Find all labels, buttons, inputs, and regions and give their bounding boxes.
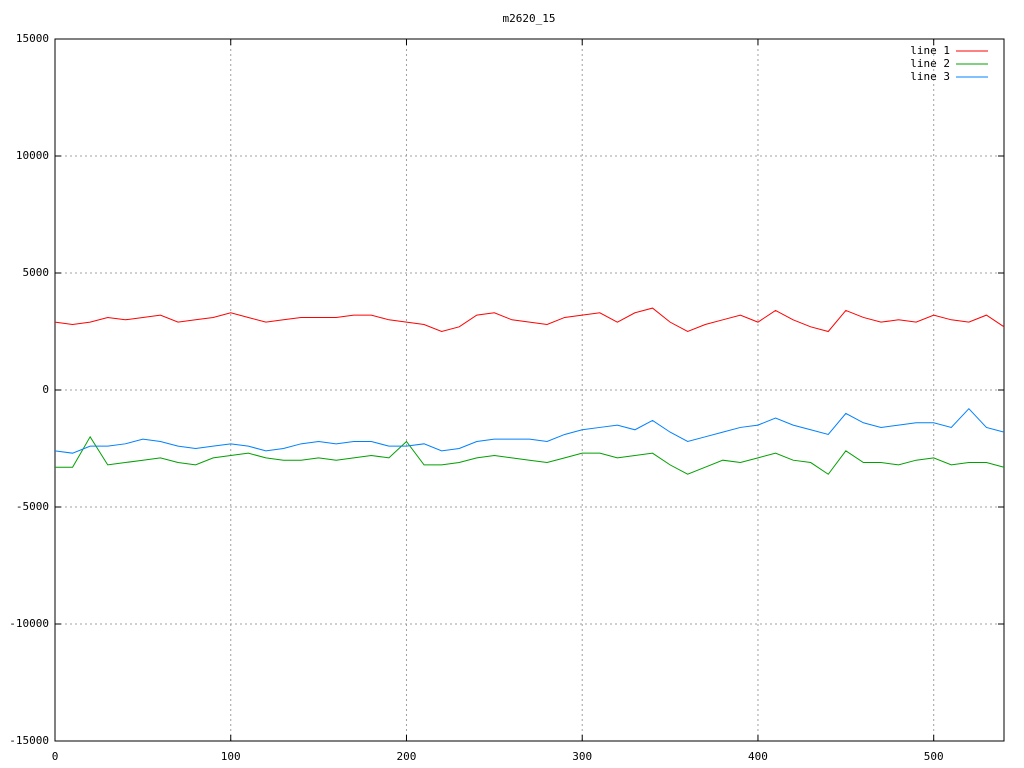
legend-label: line 3 bbox=[910, 70, 950, 83]
series-line bbox=[55, 435, 1005, 475]
y-tick-label: -10000 bbox=[9, 617, 49, 630]
y-tick-label: 5000 bbox=[23, 266, 50, 279]
x-tick-label: 100 bbox=[221, 750, 241, 763]
legend-label: line 2 bbox=[910, 57, 950, 70]
x-tick-label: 200 bbox=[397, 750, 417, 763]
series-line bbox=[54, 307, 1005, 333]
chart-title: m2620_15 bbox=[503, 12, 556, 25]
x-tick-label: 300 bbox=[572, 750, 592, 763]
y-tick-label: -15000 bbox=[9, 734, 49, 747]
series-line bbox=[54, 407, 1005, 454]
x-tick-label: 500 bbox=[924, 750, 944, 763]
plot-frame bbox=[54, 38, 1005, 742]
y-tick-label: -5000 bbox=[16, 500, 49, 513]
y-tick-label: 10000 bbox=[16, 149, 49, 162]
x-tick-label: 400 bbox=[748, 750, 768, 763]
y-tick-label: 15000 bbox=[16, 32, 49, 45]
legend-label: line 1 bbox=[910, 44, 950, 57]
x-tick-label: 0 bbox=[52, 750, 59, 763]
y-tick-label: 0 bbox=[42, 383, 49, 396]
